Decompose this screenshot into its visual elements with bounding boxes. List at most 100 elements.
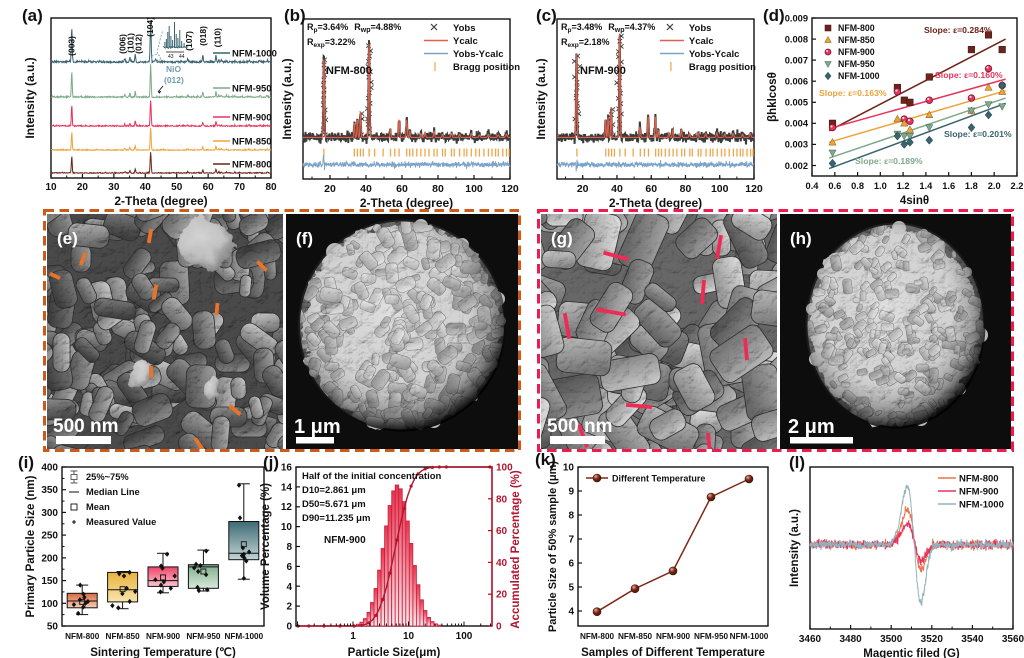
svg-text:43: 43 <box>168 54 174 60</box>
svg-text:2.2: 2.2 <box>1011 181 1024 191</box>
svg-text:D50=5.671 μm: D50=5.671 μm <box>302 499 366 510</box>
svg-text:1: 1 <box>350 631 356 642</box>
svg-text:20: 20 <box>577 183 589 195</box>
svg-text:1.2: 1.2 <box>897 181 910 191</box>
svg-text:9: 9 <box>568 487 574 498</box>
svg-text:NFM-1000: NFM-1000 <box>232 49 277 60</box>
svg-text:D90=11.235 μm: D90=11.235 μm <box>302 513 370 524</box>
svg-text:80: 80 <box>432 183 444 195</box>
svg-text:80: 80 <box>265 182 277 193</box>
svg-text:1.6: 1.6 <box>942 181 955 191</box>
svg-text:Slope: ε=0.284%: Slope: ε=0.284% <box>924 25 992 35</box>
svg-text:100: 100 <box>456 631 473 642</box>
svg-text:0.8: 0.8 <box>851 181 864 191</box>
svg-text:2-Theta (degree): 2-Theta (degree) <box>360 196 453 210</box>
svg-text:Different Temperature: Different Temperature <box>612 474 705 484</box>
svg-text:10: 10 <box>403 631 415 642</box>
svg-text:50: 50 <box>171 182 183 193</box>
svg-text:7: 7 <box>568 535 574 546</box>
svg-text:6: 6 <box>568 559 574 570</box>
svg-text:NFM-950: NFM-950 <box>838 59 875 69</box>
svg-text:500 nm: 500 nm <box>547 416 612 437</box>
svg-text:60: 60 <box>396 183 408 195</box>
svg-text:(e): (e) <box>57 229 78 248</box>
svg-text:0.006: 0.006 <box>785 77 808 87</box>
svg-text:NFM-800: NFM-800 <box>232 160 272 171</box>
svg-text:300: 300 <box>41 508 58 519</box>
svg-text:0.008: 0.008 <box>785 34 808 44</box>
svg-text:(101): (101) <box>125 33 135 53</box>
svg-text:NiO: NiO <box>166 64 182 74</box>
svg-text:(107): (107) <box>184 31 194 51</box>
svg-text:44: 44 <box>179 54 185 60</box>
svg-text:NFM-1000: NFM-1000 <box>959 500 1004 511</box>
svg-text:NFM-850: NFM-850 <box>232 137 272 148</box>
svg-text:0.003: 0.003 <box>785 140 808 150</box>
svg-text:60: 60 <box>496 526 508 537</box>
svg-text:8: 8 <box>568 511 574 522</box>
svg-text:40: 40 <box>140 182 152 193</box>
svg-text:NFM-900: NFM-900 <box>959 487 999 498</box>
svg-text:Intensity (a.u.): Intensity (a.u.) <box>789 509 801 587</box>
svg-text:0.4: 0.4 <box>806 181 820 191</box>
svg-text:40: 40 <box>496 558 508 569</box>
svg-text:0.6: 0.6 <box>828 181 841 191</box>
svg-text:NFM-950: NFM-950 <box>186 632 221 641</box>
svg-text:0.009: 0.009 <box>785 13 808 23</box>
svg-text:Primary Particle Size (nm): Primary Particle Size (nm) <box>25 475 37 617</box>
svg-text:4: 4 <box>568 607 574 618</box>
svg-text:100: 100 <box>41 599 58 610</box>
svg-text:70: 70 <box>234 182 246 193</box>
svg-text:NFM-850: NFM-850 <box>618 632 653 641</box>
svg-text:60: 60 <box>645 183 657 195</box>
svg-text:0.005: 0.005 <box>785 98 808 108</box>
svg-text:100: 100 <box>465 183 483 195</box>
svg-text:NFM-1000: NFM-1000 <box>224 632 263 641</box>
svg-text:2 μm: 2 μm <box>788 416 835 438</box>
svg-text:NFM-800: NFM-800 <box>838 23 875 33</box>
svg-text:Slope: ε=0.163%: Slope: ε=0.163% <box>819 88 887 98</box>
svg-text:NFM-900: NFM-900 <box>580 65 626 77</box>
svg-text:40: 40 <box>360 183 372 195</box>
svg-text:0.002: 0.002 <box>785 161 808 171</box>
svg-text:150: 150 <box>41 576 58 587</box>
svg-text:NFM-1000: NFM-1000 <box>730 632 769 641</box>
svg-text:Volume Percentage (%): Volume Percentage (%) <box>260 483 272 610</box>
svg-text:NFM-900: NFM-900 <box>838 47 875 57</box>
svg-text:(012): (012) <box>133 34 143 54</box>
svg-text:(012): (012) <box>164 75 184 85</box>
svg-text:NFM-800: NFM-800 <box>65 632 100 641</box>
svg-text:(110): (110) <box>213 28 223 48</box>
svg-text:Accumulated Percentage (%): Accumulated Percentage (%) <box>510 470 522 629</box>
svg-text:D10=2.861 μm: D10=2.861 μm <box>302 485 366 496</box>
svg-text:0: 0 <box>286 622 292 633</box>
svg-text:(g): (g) <box>551 229 573 248</box>
svg-text:3520: 3520 <box>921 634 944 645</box>
svg-text:0.004: 0.004 <box>785 119 809 129</box>
svg-text:NFM-900: NFM-900 <box>146 632 181 641</box>
svg-text:Intensity (a.u.): Intensity (a.u.) <box>23 57 37 138</box>
svg-text:Particle Size(μm): Particle Size(μm) <box>348 647 441 658</box>
svg-text:βhklcosθ: βhklcosθ <box>767 72 779 122</box>
svg-text:100: 100 <box>496 463 513 474</box>
svg-text:16: 16 <box>281 463 293 474</box>
svg-text:3500: 3500 <box>880 634 903 645</box>
svg-text:20: 20 <box>77 182 89 193</box>
svg-text:1.4: 1.4 <box>919 181 933 191</box>
svg-text:NFM-800: NFM-800 <box>959 474 999 485</box>
svg-text:Intensity (a.u.): Intensity (a.u.) <box>280 58 294 139</box>
svg-text:80: 80 <box>496 494 508 505</box>
svg-text:400: 400 <box>41 463 58 474</box>
svg-text:(018): (018) <box>198 26 208 46</box>
svg-text:(104): (104) <box>145 17 155 37</box>
svg-text:1.8: 1.8 <box>965 181 978 191</box>
svg-text:10: 10 <box>281 522 293 533</box>
svg-text:(f): (f) <box>296 229 313 248</box>
svg-text:NFM-900: NFM-900 <box>324 535 366 546</box>
svg-text:NFM-1000: NFM-1000 <box>838 71 880 81</box>
svg-text:NFM-800: NFM-800 <box>326 65 372 77</box>
svg-text:80: 80 <box>680 183 692 195</box>
svg-text:0: 0 <box>496 622 502 633</box>
svg-text:100: 100 <box>711 183 729 195</box>
svg-text:Ycalc: Ycalc <box>689 36 714 47</box>
